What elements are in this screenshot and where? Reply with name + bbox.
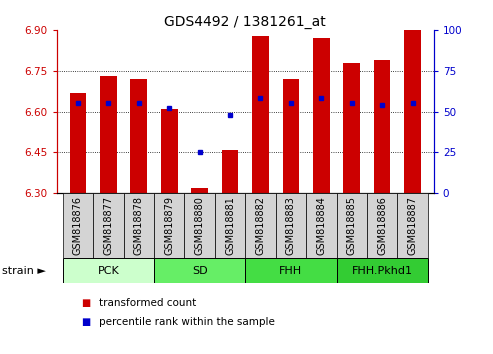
Text: transformed count: transformed count [99, 298, 196, 308]
Text: GSM818882: GSM818882 [255, 196, 265, 255]
Text: PCK: PCK [98, 266, 119, 276]
Bar [306, 193, 337, 258]
Bar [374, 60, 390, 193]
Bar [343, 63, 360, 193]
Bar [63, 193, 93, 258]
Bar [404, 30, 421, 193]
Text: GSM818879: GSM818879 [164, 196, 174, 255]
Bar [337, 258, 428, 283]
Bar [93, 193, 124, 258]
Text: GSM818883: GSM818883 [286, 196, 296, 255]
Bar [367, 193, 397, 258]
Text: GSM818876: GSM818876 [73, 196, 83, 255]
Bar [282, 79, 299, 193]
Bar [100, 76, 117, 193]
Text: GSM818884: GSM818884 [317, 196, 326, 255]
Bar [337, 193, 367, 258]
Text: GSM818877: GSM818877 [104, 196, 113, 255]
Text: FHH: FHH [280, 266, 302, 276]
Bar [397, 193, 428, 258]
Text: GSM818880: GSM818880 [195, 196, 205, 255]
Bar [70, 92, 86, 193]
Text: strain ►: strain ► [2, 266, 46, 276]
Text: GSM818886: GSM818886 [377, 196, 387, 255]
Bar [191, 188, 208, 193]
Text: SD: SD [192, 266, 208, 276]
Text: GSM818878: GSM818878 [134, 196, 144, 255]
Title: GDS4492 / 1381261_at: GDS4492 / 1381261_at [164, 15, 326, 29]
Bar [313, 38, 330, 193]
Bar [154, 193, 184, 258]
Bar [215, 193, 246, 258]
Bar [184, 193, 215, 258]
Text: GSM818885: GSM818885 [347, 196, 357, 255]
Bar [276, 193, 306, 258]
Text: FHH.Pkhd1: FHH.Pkhd1 [352, 266, 413, 276]
Bar [246, 258, 337, 283]
Bar [131, 79, 147, 193]
Text: ■: ■ [81, 317, 91, 327]
Text: GSM818881: GSM818881 [225, 196, 235, 255]
Text: ■: ■ [81, 298, 91, 308]
Bar [252, 35, 269, 193]
Bar [154, 258, 246, 283]
Bar [124, 193, 154, 258]
Bar [246, 193, 276, 258]
Bar [63, 258, 154, 283]
Text: percentile rank within the sample: percentile rank within the sample [99, 317, 275, 327]
Bar [161, 109, 177, 193]
Bar [222, 149, 239, 193]
Text: GSM818887: GSM818887 [408, 196, 418, 255]
